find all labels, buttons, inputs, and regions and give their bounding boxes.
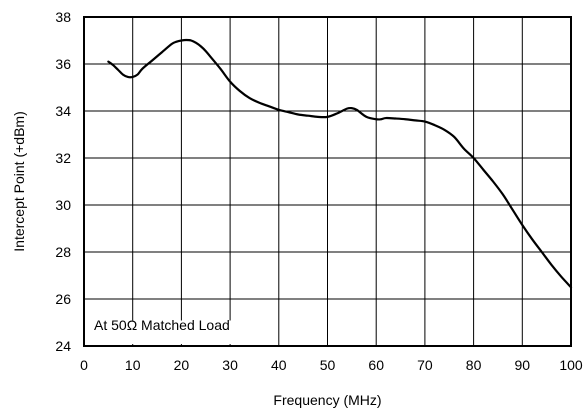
x-tick-label-10: 100: [559, 357, 583, 373]
x-tick-label-4: 40: [271, 357, 287, 373]
annotation-label: At 50Ω Matched Load: [94, 317, 230, 333]
y-tick-labels: 24 26 28 30 32 34 36 38: [55, 9, 71, 354]
y-tick-label-0: 24: [55, 338, 71, 354]
y-tick-label-1: 26: [55, 291, 71, 307]
plot-frame: [83, 16, 572, 347]
y-tick-label-7: 38: [55, 9, 71, 25]
x-tick-label-1: 10: [125, 357, 141, 373]
x-tick-label-8: 80: [466, 357, 482, 373]
x-tick-label-7: 70: [417, 357, 433, 373]
grid-lines: [84, 17, 571, 346]
y-tick-label-4: 32: [55, 150, 71, 166]
x-axis-label: Frequency (MHz): [273, 392, 381, 408]
y-tick-label-2: 28: [55, 244, 71, 260]
x-tick-label-3: 30: [222, 357, 238, 373]
y-axis-label: Intercept Point (+dBm): [11, 111, 27, 251]
x-tick-label-0: 0: [80, 357, 88, 373]
x-tick-labels: 0 10 20 30 40 50 60 70 80 90 100: [80, 357, 583, 373]
annotation-background: [86, 320, 277, 344]
x-tick-label-2: 20: [174, 357, 190, 373]
x-tick-label-6: 60: [368, 357, 384, 373]
x-tick-label-9: 90: [515, 357, 531, 373]
y-tick-label-5: 34: [55, 103, 71, 119]
x-tick-label-5: 50: [320, 357, 336, 373]
series-line: [107, 38, 573, 289]
y-tick-label-3: 30: [55, 197, 71, 213]
y-tick-label-6: 36: [55, 56, 71, 72]
